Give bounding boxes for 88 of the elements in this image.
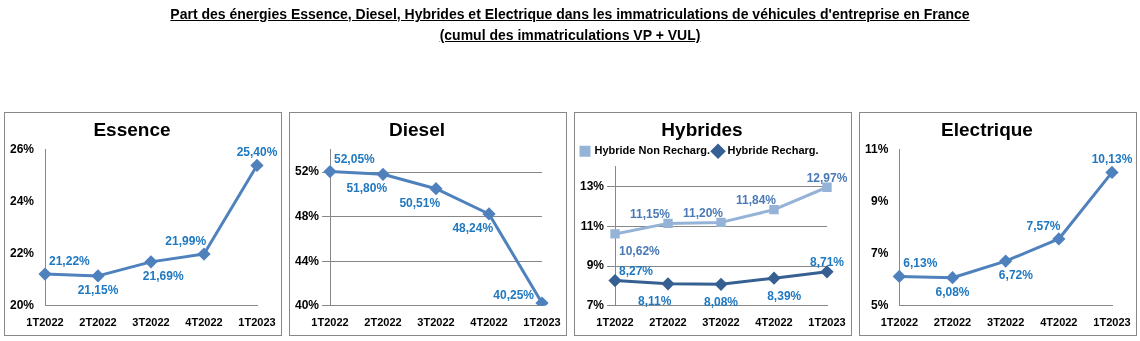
point	[430, 182, 443, 195]
x-tick-label: 1T2022	[880, 316, 919, 329]
x-tick-label: 1T2022	[596, 316, 634, 329]
x-tick-label: 3T2022	[417, 316, 455, 329]
y-tick-label: 7%	[586, 298, 605, 313]
data-label: 21,99%	[165, 234, 207, 249]
y-tick-label: 13%	[579, 178, 605, 193]
data-label: 21,69%	[142, 268, 184, 283]
x-tick-label: 4T2022	[185, 316, 223, 329]
point	[536, 297, 548, 306]
x-tick-label: 1T2023	[808, 316, 846, 329]
data-label: 6,13%	[903, 256, 938, 271]
point	[999, 255, 1012, 268]
point	[893, 270, 906, 283]
legend-label: Hybride Recharg.	[727, 144, 819, 157]
data-label: 10,62%	[619, 244, 661, 259]
data-label: 21,22%	[49, 254, 91, 269]
point	[769, 205, 779, 215]
point	[251, 159, 263, 172]
data-label: 40,25%	[493, 288, 535, 303]
y-tick-label: 7%	[871, 246, 889, 261]
y-tick-label: 11%	[865, 142, 889, 157]
y-tick-label: 9%	[871, 194, 889, 209]
y-tick-label: 26%	[9, 142, 35, 157]
data-label: 11,15%	[629, 206, 671, 221]
y-tick-label: 48%	[294, 208, 320, 223]
x-tick-label: 3T2022	[132, 316, 170, 329]
data-label: 48,24%	[452, 220, 494, 235]
point	[39, 268, 52, 281]
data-label: 25,40%	[236, 145, 278, 160]
point	[145, 255, 158, 268]
x-tick-label: 2T2022	[649, 316, 687, 329]
chart-title: Diesel	[389, 118, 445, 140]
point	[1052, 232, 1065, 245]
point	[483, 207, 495, 220]
legend-label: Hybride Non Recharg.	[594, 144, 711, 157]
data-label: 10,13%	[1091, 152, 1133, 167]
data-label: 7,57%	[1026, 218, 1061, 233]
x-tick-label: 3T2022	[702, 316, 740, 329]
y-tick-label: 44%	[294, 253, 320, 268]
x-tick-label: 4T2022	[1040, 316, 1078, 329]
data-label: 8,11%	[637, 294, 672, 309]
point	[92, 269, 105, 282]
y-tick-label: 11%	[580, 218, 605, 233]
point	[198, 248, 210, 261]
data-label: 21,15%	[77, 282, 119, 297]
data-label: 11,84%	[735, 193, 777, 207]
data-label: 50,51%	[399, 195, 441, 210]
data-label: 8,39%	[767, 288, 802, 303]
point	[610, 229, 620, 239]
chart-title: Hybrides	[661, 118, 743, 140]
data-label: 6,08%	[935, 284, 970, 299]
x-tick-label: 2T2022	[933, 316, 972, 329]
y-tick-label: 24%	[9, 194, 35, 209]
point	[946, 271, 959, 284]
data-label: 8,08%	[703, 294, 739, 309]
x-tick-label: 4T2022	[470, 316, 508, 329]
y-tick-label: 52%	[294, 164, 320, 179]
x-tick-label: 1T2022	[311, 316, 349, 329]
y-tick-label: 40%	[294, 298, 320, 313]
x-tick-label: 2T2022	[364, 316, 402, 329]
data-label: 51,80%	[346, 181, 388, 196]
y-tick-label: 22%	[9, 246, 35, 261]
data-label: 11,20%	[682, 205, 724, 220]
x-tick-label: 3T2022	[987, 316, 1025, 329]
data-label: 8,71%	[809, 255, 845, 270]
point	[768, 272, 780, 285]
y-tick-label: 20%	[9, 298, 35, 313]
x-tick-label: 1T2023	[238, 316, 276, 329]
data-label: 12,97%	[806, 170, 848, 185]
data-label: 8,27%	[619, 263, 654, 278]
x-tick-label: 1T2023	[523, 316, 561, 329]
point	[715, 278, 728, 291]
text: Part des énergies Essence, Diesel, Hybrides et Electrique dans les immatriculations de véhicules d'entreprise en France	[169, 5, 971, 24]
y-tick-label: 9%	[586, 258, 605, 273]
x-tick-label: 1T2023	[1093, 316, 1131, 329]
chart-title: Electrique	[941, 118, 1033, 140]
chart-title: Essence	[93, 118, 171, 140]
text: (cumul des immatriculations VP + VUL)	[438, 26, 702, 45]
x-tick-label: 4T2022	[755, 316, 793, 329]
y-tick-label: 5%	[871, 298, 889, 313]
x-tick-label: 2T2022	[79, 316, 117, 329]
x-tick-label: 1T2022	[26, 316, 64, 329]
data-label: 52,05%	[334, 151, 376, 166]
point	[377, 168, 390, 181]
point	[1106, 166, 1118, 179]
data-label: 6,72%	[998, 268, 1034, 283]
point	[662, 277, 675, 290]
